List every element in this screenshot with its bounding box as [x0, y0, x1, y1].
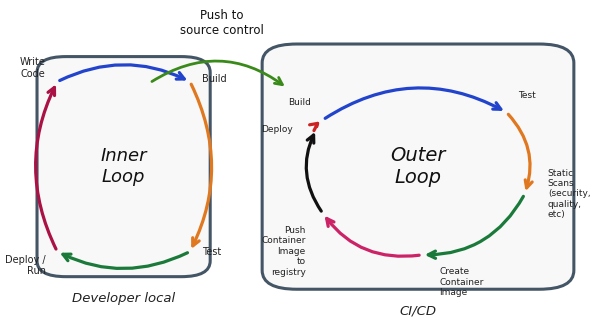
FancyArrowPatch shape [191, 84, 212, 246]
Text: Build: Build [202, 74, 226, 84]
Text: Outer
Loop: Outer Loop [391, 146, 446, 187]
FancyArrowPatch shape [306, 135, 321, 211]
Text: CI/CD: CI/CD [400, 305, 437, 318]
FancyArrowPatch shape [325, 88, 501, 118]
FancyArrowPatch shape [35, 87, 56, 249]
FancyArrowPatch shape [326, 219, 419, 256]
Text: Developer local: Developer local [72, 292, 175, 305]
FancyArrowPatch shape [60, 65, 184, 81]
FancyArrowPatch shape [63, 253, 187, 268]
FancyArrowPatch shape [508, 114, 532, 188]
Text: Test: Test [518, 91, 536, 100]
Text: Deploy: Deploy [262, 125, 293, 134]
FancyArrowPatch shape [152, 61, 283, 85]
FancyArrowPatch shape [310, 124, 317, 131]
Text: Deploy /
Run: Deploy / Run [5, 255, 46, 276]
Text: Build: Build [289, 98, 311, 107]
FancyArrowPatch shape [428, 196, 523, 258]
Text: Push to
source control: Push to source control [180, 9, 263, 37]
Text: Inner
Loop: Inner Loop [100, 147, 147, 186]
FancyBboxPatch shape [37, 57, 210, 277]
Text: Static
Scans
(security,
quality,
etc): Static Scans (security, quality, etc) [548, 169, 590, 219]
Text: Create
Container
Image: Create Container Image [439, 268, 484, 297]
Text: Test: Test [202, 246, 221, 257]
Text: Write
Code: Write Code [20, 57, 46, 79]
FancyBboxPatch shape [262, 44, 574, 289]
Text: Push
Container
Image
to
registry: Push Container Image to registry [261, 226, 305, 276]
